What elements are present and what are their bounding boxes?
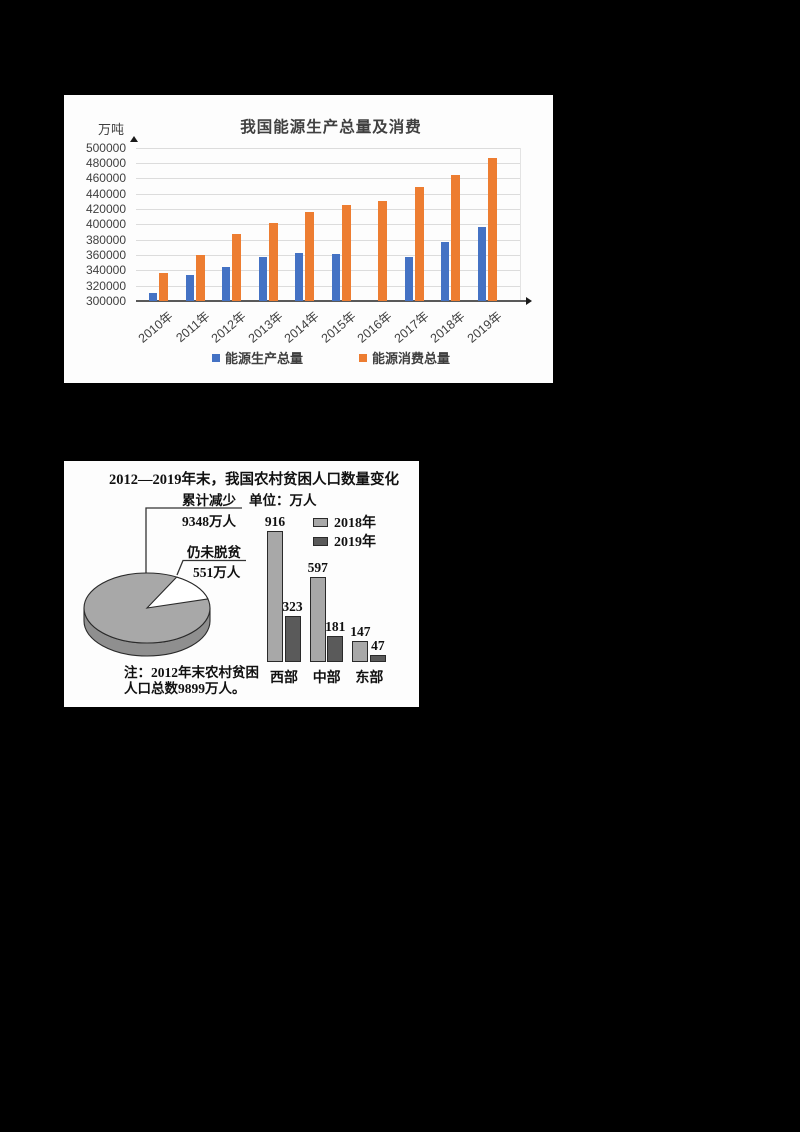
y-tick-label: 400000	[85, 217, 126, 232]
bar-production	[441, 241, 449, 301]
y-tick-label: 380000	[85, 232, 126, 247]
bar-production	[185, 274, 194, 301]
cumulative-reduction-value: 9348万人	[182, 514, 236, 529]
unit-label: 单位：万人	[249, 493, 317, 508]
y-tick-label: 360000	[85, 248, 126, 262]
chart-title: 我国能源生产总量及消费	[240, 119, 422, 136]
x-axis-line	[136, 300, 526, 302]
pie-slice-remaining	[145, 576, 209, 609]
bar-consumption	[487, 158, 497, 301]
bar-production	[331, 254, 340, 301]
bar-production	[404, 256, 413, 301]
gridline	[136, 163, 520, 165]
bar-production	[258, 256, 267, 301]
bar-2019	[369, 655, 386, 662]
y-axis-arrow-icon	[130, 136, 138, 142]
bar-consumption	[341, 205, 351, 301]
bar-consumption	[195, 255, 205, 301]
bar-production	[295, 253, 303, 301]
gridline	[136, 255, 520, 256]
legend-label: 能源生产总量	[224, 351, 303, 366]
gridline	[136, 193, 520, 195]
callout-line-remaining	[176, 559, 246, 576]
remaining-poverty-value: 551万人	[193, 565, 241, 580]
y-tick-label: 500000	[85, 140, 126, 155]
gridline	[136, 224, 520, 226]
footnote: 注：2012年末农村贫困 人口总数9899万人。	[124, 665, 314, 697]
y-axis-unit-label: 万吨	[98, 122, 125, 137]
legend-item: 2019年	[313, 531, 376, 551]
legend-item: 能源生产总量	[211, 348, 303, 367]
chart-title: 2012—2019年末，我国农村贫困人口数量变化	[109, 472, 399, 488]
category-label: 东部	[355, 671, 384, 686]
callout-line-cumulative	[145, 507, 242, 573]
bar-value-label: 323	[282, 598, 303, 614]
category-label: 西部	[270, 671, 298, 686]
gridline	[136, 178, 520, 180]
legend: 能源生产总量 能源消费总量	[136, 348, 526, 367]
legend-swatch	[359, 353, 367, 362]
bar-value-label: 597	[307, 559, 328, 575]
remaining-poverty-label: 仍未脱贫	[187, 545, 241, 560]
bar-consumption	[305, 212, 314, 301]
y-tick-label: 440000	[85, 186, 126, 201]
bar-2019	[327, 636, 344, 662]
plot-right-gridline	[520, 148, 521, 300]
legend-label: 能源消费总量	[372, 351, 451, 366]
legend-label: 2019年	[334, 535, 376, 550]
bar-consumption	[378, 201, 387, 301]
bar-production	[222, 266, 230, 301]
legend-item: 能源消费总量	[359, 348, 450, 367]
legend-swatch	[313, 517, 328, 527]
bar-consumption	[414, 186, 424, 301]
x-axis-arrow-icon	[526, 297, 532, 305]
bar-value-label: 147	[350, 623, 371, 639]
bar-2018	[309, 576, 326, 662]
note-line-1: 注：2012年末农村贫困	[124, 665, 259, 680]
category-label: 中部	[312, 671, 341, 686]
y-tick-label: 340000	[85, 263, 126, 278]
bar-production	[477, 227, 486, 301]
bar-consumption	[268, 222, 278, 301]
bar-value-label: 47	[371, 638, 385, 654]
legend-item: 2018年	[313, 512, 376, 532]
bar-2018	[267, 531, 283, 662]
y-tick-label: 460000	[85, 171, 126, 186]
bar-value-label: 181	[325, 619, 346, 635]
bar-2019	[284, 615, 301, 662]
gridline	[136, 147, 520, 149]
bar-consumption	[159, 273, 168, 301]
bar-2018	[352, 640, 369, 662]
y-tick-label: 480000	[85, 156, 126, 171]
y-tick-label: 420000	[85, 202, 126, 217]
gridline	[136, 239, 520, 241]
note-line-2: 人口总数9899万人。	[124, 681, 246, 696]
gridline	[136, 270, 520, 272]
pie-chart-3d	[83, 507, 246, 657]
gridline	[136, 285, 520, 287]
energy-chart-panel: 我国能源生产总量及消费 万吨 500000 480000 460000 440000 4…	[64, 95, 553, 383]
y-tick-label: 300000	[85, 294, 126, 308]
bar-production	[149, 292, 157, 301]
bar-value-label: 916	[264, 514, 286, 529]
cumulative-reduction-label: 累计减少	[182, 493, 236, 508]
bar-consumption	[451, 175, 460, 301]
legend-swatch	[211, 353, 220, 362]
gridline	[136, 209, 520, 211]
bar-consumption	[232, 234, 241, 301]
legend-label: 2018年	[334, 516, 376, 531]
poverty-chart-panel: 2012—2019年末，我国农村贫困人口数量变化 累计减少 单位：万人 9348…	[64, 461, 419, 707]
y-tick-label: 320000	[85, 278, 126, 293]
legend-swatch	[313, 536, 328, 546]
